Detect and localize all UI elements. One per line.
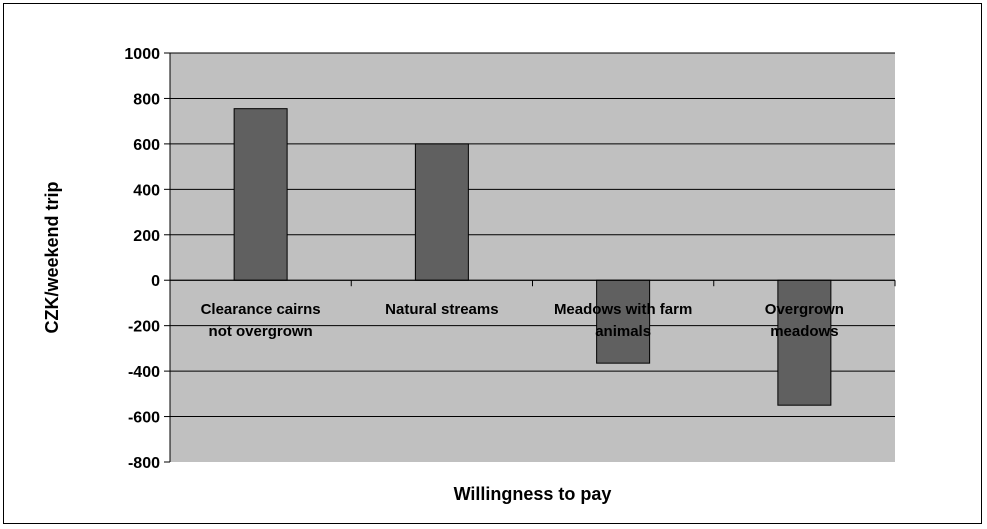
bar <box>414 143 469 281</box>
category-label: Meadows with farm <box>554 301 692 318</box>
category-label: Overgrown <box>765 301 844 318</box>
category-label: Natural streams <box>385 301 498 318</box>
y-tick-label: 200 <box>133 228 160 245</box>
bar <box>596 279 651 364</box>
plot-area <box>170 53 895 462</box>
y-tick-label: -800 <box>128 455 160 472</box>
axes <box>164 52 896 463</box>
bars <box>233 108 832 406</box>
y-axis-title: CZK/weekend trip <box>42 181 62 333</box>
category-label: meadows <box>770 323 838 340</box>
bar <box>777 279 832 406</box>
y-tick-label: 600 <box>133 137 160 154</box>
y-tick-label: 0 <box>151 273 160 290</box>
y-tick-labels: -800 -600 -400 -200 0 200 400 600 800 1000 <box>124 46 160 472</box>
x-axis-title: Willingness to pay <box>454 484 612 504</box>
y-tick-label: 800 <box>133 91 160 108</box>
category-label: animals <box>595 323 651 340</box>
y-tick-label: -600 <box>128 410 160 427</box>
category-label: Clearance cairns <box>201 301 321 318</box>
y-tick-label: 1000 <box>124 46 160 63</box>
y-tick-label: 400 <box>133 182 160 199</box>
category-labels: Clearance cairns not overgrown Natural str… <box>201 301 844 340</box>
category-label: not overgrown <box>209 323 313 340</box>
y-tick-label: -400 <box>128 364 160 381</box>
y-tick-label: -200 <box>128 319 160 336</box>
bar <box>233 108 288 281</box>
